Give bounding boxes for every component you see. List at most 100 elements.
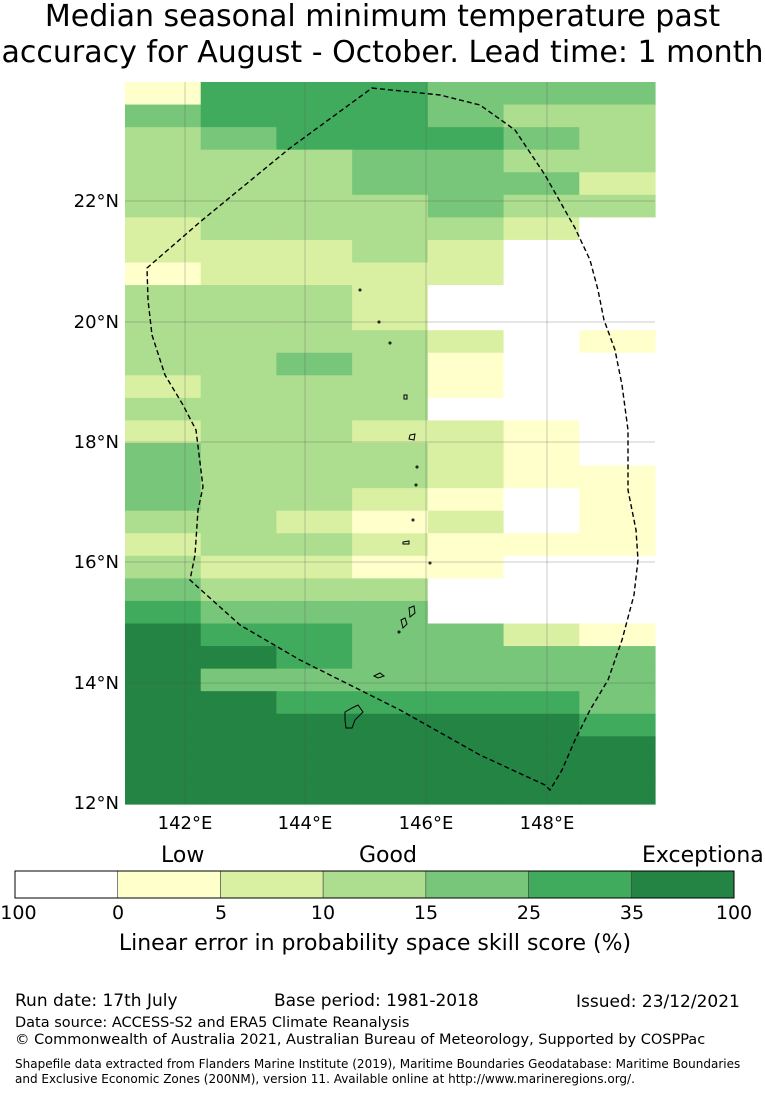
grid-cell: [125, 172, 202, 196]
grid-cell: [579, 555, 656, 579]
grid-cell: [427, 217, 505, 241]
grid-cell: [276, 510, 353, 534]
grid-cell: [200, 330, 278, 354]
grid-cell: [352, 443, 429, 467]
saipan-island: [408, 605, 416, 618]
grid-cell: [352, 555, 429, 579]
grid-cell: [579, 600, 656, 625]
grid-cell: [427, 533, 505, 557]
grid-cell: [352, 420, 429, 444]
title-line-1: Median seasonal minimum temperature past: [44, 0, 721, 34]
grid-cell: [200, 127, 278, 151]
pagan-island: [408, 433, 416, 441]
grid-cell: [427, 488, 505, 512]
grid-cell: [427, 307, 505, 331]
grid-cell: [276, 646, 353, 670]
grid-cell: [579, 217, 656, 241]
grid-cell: [427, 397, 505, 422]
grid-cell: [125, 465, 202, 489]
colorbar-bin: [425, 870, 529, 899]
grid-cell: [200, 600, 278, 625]
colorbar-xlabel: Linear error in probability space skill …: [118, 931, 632, 956]
lat-label-20n: 20°N: [74, 312, 119, 333]
grid-cell: [200, 465, 278, 489]
grid-cell: [125, 352, 202, 376]
grid-cell: [427, 465, 505, 489]
grid-cell: [427, 262, 505, 286]
grid-cell: [503, 736, 580, 760]
grid-cell: [427, 194, 505, 218]
grid-cell: [352, 510, 429, 534]
grid-cell: [352, 758, 429, 783]
grid-cell: [427, 172, 505, 196]
grid-cell: [503, 646, 580, 670]
grid-cell: [503, 555, 580, 579]
grid-cell: [352, 781, 429, 805]
grid-cell: [200, 691, 278, 715]
grid-cell: [200, 623, 278, 647]
grid-cell: [427, 555, 505, 579]
grid-cell: [427, 781, 505, 805]
cb-tick-neg100: -100: [0, 902, 37, 924]
grid-cell: [427, 510, 505, 534]
cb-tick-25: 25: [516, 902, 542, 924]
islet: [411, 518, 415, 522]
islet: [358, 288, 362, 292]
grid-cell: [125, 555, 202, 579]
grid-cell: [352, 217, 429, 241]
grid-cell: [579, 82, 656, 106]
grid-cell: [503, 375, 580, 399]
cb-tick-35: 35: [619, 902, 645, 924]
grid-cell: [427, 127, 505, 151]
grid-cell: [276, 736, 353, 760]
grid-cell: [503, 465, 580, 489]
grid-cell: [125, 443, 202, 467]
grid-cell: [276, 758, 353, 783]
grid-cell: [579, 127, 656, 151]
grid-cell: [200, 533, 278, 557]
lat-label-18n: 18°N: [74, 432, 119, 453]
colorbar: [14, 870, 735, 899]
grid-cell: [352, 352, 429, 376]
islet: [428, 561, 432, 565]
grid-cell: [503, 352, 580, 376]
grid-cell: [579, 149, 656, 173]
grid-cell: [427, 330, 505, 354]
grid-cell: [200, 397, 278, 422]
grid-cell: [125, 488, 202, 512]
grid-cell: [125, 330, 202, 354]
grid-cell: [427, 352, 505, 376]
base-period: Base period: 1981-2018: [274, 991, 479, 1011]
cb-tick-0: 0: [111, 902, 125, 924]
grid-cell: [427, 736, 505, 760]
lat-label-12n: 12°N: [74, 793, 119, 814]
anatahan-island: [402, 540, 410, 545]
grid-cell: [579, 691, 656, 715]
grid-cell: [125, 217, 202, 241]
grid-cell: [125, 510, 202, 534]
grid-cell: [200, 488, 278, 512]
grid-cell: [579, 668, 656, 692]
grid-cell: [352, 104, 429, 128]
grid-cell: [579, 713, 656, 737]
grid-cell: [125, 736, 202, 760]
grid-cell: [352, 262, 429, 286]
grid-cell: [352, 127, 429, 151]
grid-cell: [503, 217, 580, 241]
colorbar-bin: [322, 870, 427, 899]
grid-cell: [579, 736, 656, 760]
graticule: [125, 82, 655, 804]
grid-cell: [125, 691, 202, 715]
grid-cell: [125, 149, 202, 173]
grid-cell: [276, 172, 353, 196]
axes: 22°N 20°N 18°N 16°N 14°N 12°N 142°E 144°…: [74, 191, 575, 834]
grid-cell: [125, 194, 202, 218]
grid-cell: [276, 578, 353, 602]
grid-cell: [200, 420, 278, 444]
grid-cell: [503, 578, 580, 602]
cb-tick-100: 100: [715, 902, 753, 924]
grid-cell: [352, 82, 429, 106]
grid-cell: [200, 758, 278, 783]
grid-cell: [352, 375, 429, 399]
